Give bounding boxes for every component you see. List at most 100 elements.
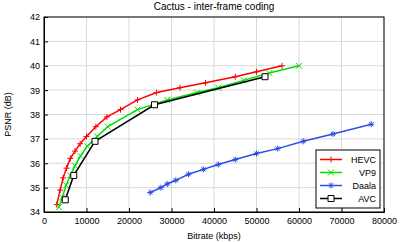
x-axis-title: Bitrate (kbps) xyxy=(187,231,241,241)
tick-label: 34 xyxy=(30,207,40,217)
tick: 20000 xyxy=(117,208,142,226)
marker xyxy=(215,161,221,167)
tick-label: 0 xyxy=(42,216,47,226)
marker xyxy=(232,74,238,80)
marker xyxy=(232,157,238,163)
tick-label: 20000 xyxy=(117,216,142,226)
marker xyxy=(154,90,160,96)
tick-label: 50000 xyxy=(244,216,269,226)
legend-label: HEVC xyxy=(351,155,377,165)
marker xyxy=(72,148,78,154)
marker xyxy=(67,155,73,161)
marker xyxy=(173,177,179,183)
tick: 36 xyxy=(30,159,48,169)
marker xyxy=(152,102,158,108)
marker xyxy=(254,151,260,157)
chart-container: 0100002000030000400005000060000700008000… xyxy=(0,0,400,242)
tick: 70000 xyxy=(329,208,354,226)
marker xyxy=(275,146,281,152)
marker xyxy=(105,124,111,130)
tick-label: 60000 xyxy=(287,216,312,226)
tick-mark xyxy=(214,208,215,212)
legend-label: VP9 xyxy=(359,168,376,178)
marker xyxy=(104,114,110,120)
marker xyxy=(203,80,209,86)
tick-label: 40000 xyxy=(202,216,227,226)
tick-label: 70000 xyxy=(329,216,354,226)
marker xyxy=(296,63,302,69)
marker xyxy=(118,107,124,113)
tick: 60000 xyxy=(287,208,312,226)
tick-mark xyxy=(44,66,48,67)
tick-label: 36 xyxy=(30,159,40,169)
y-axis-title: PSNR (dB) xyxy=(3,92,13,137)
marker xyxy=(93,124,99,130)
tick-mark xyxy=(44,139,48,140)
marker xyxy=(56,204,62,210)
tick-mark xyxy=(257,208,258,212)
tick: 50000 xyxy=(244,208,269,226)
marker xyxy=(63,182,69,188)
marker xyxy=(262,74,268,80)
marker xyxy=(177,85,183,91)
tick-label: 41 xyxy=(30,37,40,47)
tick-mark xyxy=(44,41,48,42)
marker xyxy=(77,141,83,147)
tick: 38 xyxy=(30,110,48,120)
marker xyxy=(84,143,90,149)
tick-mark xyxy=(87,208,88,212)
marker xyxy=(158,185,164,191)
legend-marker xyxy=(328,170,334,176)
tick-mark xyxy=(44,115,48,116)
tick-mark xyxy=(342,208,343,212)
marker xyxy=(279,63,285,69)
tick-mark xyxy=(172,208,173,212)
marker xyxy=(300,138,306,144)
marker xyxy=(92,138,98,144)
marker xyxy=(200,166,206,172)
series-line xyxy=(57,66,282,205)
axis-line xyxy=(45,18,49,213)
marker xyxy=(72,163,78,169)
chart-svg: 0100002000030000400005000060000700008000… xyxy=(0,0,400,242)
series-line xyxy=(59,66,299,207)
tick-label: 35 xyxy=(30,183,40,193)
marker xyxy=(60,175,66,181)
tick: 40000 xyxy=(202,208,227,226)
legend: HEVCVP9DaalaAVC xyxy=(316,150,380,208)
tick-label: 42 xyxy=(30,12,40,22)
tick-mark xyxy=(299,208,300,212)
legend-marker xyxy=(328,157,334,163)
marker xyxy=(135,97,141,103)
grid-line-y xyxy=(44,41,384,42)
marker xyxy=(64,165,70,171)
marker xyxy=(254,69,260,75)
tick-label: 10000 xyxy=(74,216,99,226)
tick: 10000 xyxy=(74,208,99,226)
tick: 35 xyxy=(30,183,48,193)
tick: 41 xyxy=(30,37,48,47)
plot-frame xyxy=(44,17,384,212)
grid xyxy=(44,17,384,212)
x-axis: 0100002000030000400005000060000700008000… xyxy=(42,208,397,226)
tick-mark xyxy=(44,90,48,91)
y-axis: 34 35 36 37 38 39 40 41 42 xyxy=(30,12,48,217)
marker xyxy=(135,107,141,113)
title: Cactus - inter-frame coding xyxy=(154,1,275,12)
tick-mark xyxy=(44,188,48,189)
marker xyxy=(62,197,68,203)
marker xyxy=(368,121,374,127)
marker xyxy=(330,131,336,137)
legend-box xyxy=(316,150,380,208)
tick-label: 39 xyxy=(30,86,40,96)
tick-mark xyxy=(44,163,48,164)
tick-label: 40 xyxy=(30,61,40,71)
legend-label: AVC xyxy=(358,194,376,204)
tick-label: 37 xyxy=(30,134,40,144)
tick: 30000 xyxy=(159,208,184,226)
legend-marker xyxy=(328,196,334,202)
plot-background xyxy=(44,17,384,212)
marker xyxy=(57,187,63,193)
grid-line-y xyxy=(44,65,384,66)
marker xyxy=(78,153,84,159)
